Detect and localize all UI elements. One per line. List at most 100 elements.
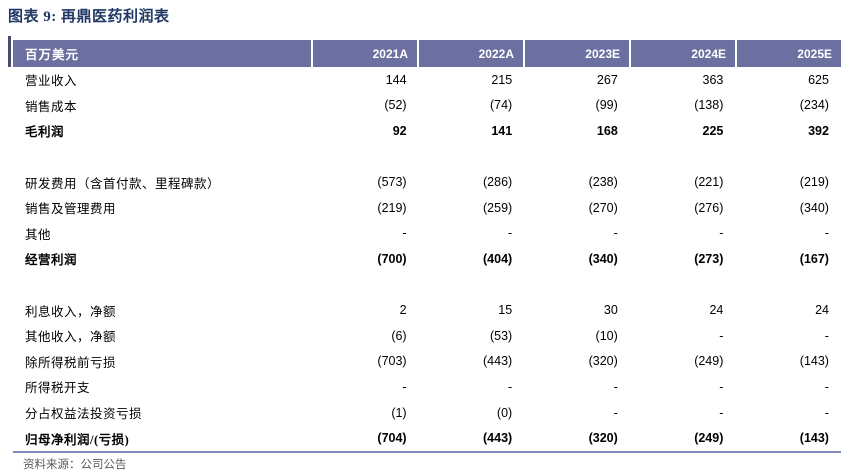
cell-value: (286) xyxy=(483,175,513,190)
cell-value: (270) xyxy=(588,200,618,215)
row-label: 毛利润 xyxy=(25,125,65,140)
column-header: 2023E xyxy=(523,40,629,67)
cell-value: - xyxy=(824,379,829,394)
cell-value: (74) xyxy=(489,98,513,113)
table-row: 销售及管理费用 (219) (259) (270) (276) (340) xyxy=(13,195,841,221)
cell-value: (143) xyxy=(799,354,829,369)
column-header: 2024E xyxy=(629,40,735,67)
cell-value: - xyxy=(719,379,724,394)
row-label: 其他 xyxy=(25,227,52,242)
table-row: 经营利润 (700) (404) (340) (273) (167) xyxy=(13,246,841,272)
row-label: 研发费用（含首付款、里程碑款） xyxy=(25,176,221,191)
header-left-tick xyxy=(8,36,11,67)
cell-value: - xyxy=(824,405,829,420)
row-label: 销售及管理费用 xyxy=(25,202,117,217)
cell-value: - xyxy=(613,379,618,394)
cell-value: (10) xyxy=(595,328,618,343)
row-label: 其他收入，净额 xyxy=(25,330,117,345)
spacer-row xyxy=(13,144,841,170)
column-header: 2021A xyxy=(311,40,417,67)
cell-value: - xyxy=(824,226,829,241)
table-row: 毛利润 92 141 168 225 392 xyxy=(13,118,841,144)
row-label: 分占权益法投资亏损 xyxy=(25,407,143,422)
cell-value: (221) xyxy=(694,175,724,190)
cell-value: (234) xyxy=(799,98,829,113)
cell-value: (0) xyxy=(496,405,513,420)
table-row: 所得税开支 - - - - - xyxy=(13,374,841,400)
row-label: 所得税开支 xyxy=(25,381,91,396)
cell-value: - xyxy=(719,226,724,241)
column-header: 2022A xyxy=(417,40,523,67)
cell-value: 392 xyxy=(808,123,829,138)
cell-value: - xyxy=(824,328,829,343)
cell-value: 24 xyxy=(709,303,724,318)
income-statement-table: 百万美元 2021A 2022A 2023E 2024E 2025E 营业收入 144 21… xyxy=(8,36,841,472)
cell-value: 15 xyxy=(498,303,513,318)
cell-value: - xyxy=(402,226,407,241)
cell-value: - xyxy=(719,405,724,420)
cell-value: (249) xyxy=(694,431,724,446)
cell-value: 24 xyxy=(815,303,829,318)
cell-value: 225 xyxy=(702,123,724,138)
cell-value: (340) xyxy=(588,251,618,266)
cell-value: - xyxy=(719,328,724,343)
table-row: 营业收入 144 215 267 363 625 xyxy=(13,67,841,93)
cell-value: (276) xyxy=(694,200,724,215)
column-header: 2025E xyxy=(735,40,841,67)
cell-value: (273) xyxy=(694,251,724,266)
report-page: { "title": "图表 9: 再鼎医药利润表", "colors": { … xyxy=(8,9,841,471)
cell-value: 144 xyxy=(385,72,407,87)
cell-value: (700) xyxy=(377,251,407,266)
row-label: 销售成本 xyxy=(25,99,78,114)
cell-value: (703) xyxy=(377,354,407,369)
cell-value: 30 xyxy=(603,303,618,318)
cell-value: (573) xyxy=(377,175,407,190)
cell-value: 625 xyxy=(808,72,829,87)
cell-value: - xyxy=(613,226,618,241)
row-label: 除所得税前亏损 xyxy=(25,355,117,370)
table-row: 利息收入，净额 2 15 30 24 24 xyxy=(13,297,841,323)
cell-value: (238) xyxy=(588,175,618,190)
cell-value: (443) xyxy=(483,431,513,446)
cell-value: (138) xyxy=(694,98,724,113)
cell-value: (320) xyxy=(588,354,618,369)
cell-value: (320) xyxy=(588,431,618,446)
cell-value: 363 xyxy=(702,72,724,87)
cell-value: (143) xyxy=(799,431,829,446)
cell-value: (340) xyxy=(799,200,829,215)
cell-value: (52) xyxy=(384,98,407,113)
row-label: 归母净利润/(亏损) xyxy=(25,432,130,447)
row-label: 营业收入 xyxy=(25,74,78,89)
table-row: 其他 - - - - - xyxy=(13,221,841,247)
row-label: 经营利润 xyxy=(25,253,78,268)
cell-value: 267 xyxy=(596,72,618,87)
table-header-row: 百万美元 2021A 2022A 2023E 2024E 2025E xyxy=(13,40,841,67)
spacer-row xyxy=(13,272,841,298)
cell-value: (443) xyxy=(483,354,513,369)
cell-value: (99) xyxy=(595,98,618,113)
table-row: 除所得税前亏损 (703) (443) (320) (249) (143) xyxy=(13,349,841,375)
cell-value: (259) xyxy=(483,200,513,215)
page-title: 图表 9: 再鼎医药利润表 xyxy=(8,9,170,25)
cell-value: 2 xyxy=(399,303,407,318)
cell-value: 215 xyxy=(491,72,513,87)
cell-value: (219) xyxy=(799,175,829,190)
cell-value: (404) xyxy=(483,251,513,266)
cell-value: (249) xyxy=(694,354,724,369)
cell-value: (53) xyxy=(489,328,513,343)
unit-label: 百万美元 xyxy=(25,48,80,62)
table-row: 其他收入，净额 (6) (53) (10) - - xyxy=(13,323,841,349)
table-body: 营业收入 144 215 267 363 625 销售成本 (52) (74) (99) (138)… xyxy=(13,67,841,451)
cell-value: 168 xyxy=(596,123,618,138)
table-row: 研发费用（含首付款、里程碑款） (573) (286) (238) (221) (219) xyxy=(13,169,841,195)
cell-value: (219) xyxy=(377,200,407,215)
table-row: 分占权益法投资亏损 (1) (0) - - - xyxy=(13,400,841,426)
cell-value: - xyxy=(402,379,407,394)
cell-value: 92 xyxy=(392,123,407,138)
table-row: 销售成本 (52) (74) (99) (138) (234) xyxy=(13,93,841,119)
cell-value: 141 xyxy=(491,123,513,138)
table-row: 归母净利润/(亏损) (704) (443) (320) (249) (143) xyxy=(13,425,841,451)
row-label: 利息收入，净额 xyxy=(25,304,117,319)
cell-value: - xyxy=(508,226,513,241)
table-bottom-border xyxy=(13,450,841,453)
